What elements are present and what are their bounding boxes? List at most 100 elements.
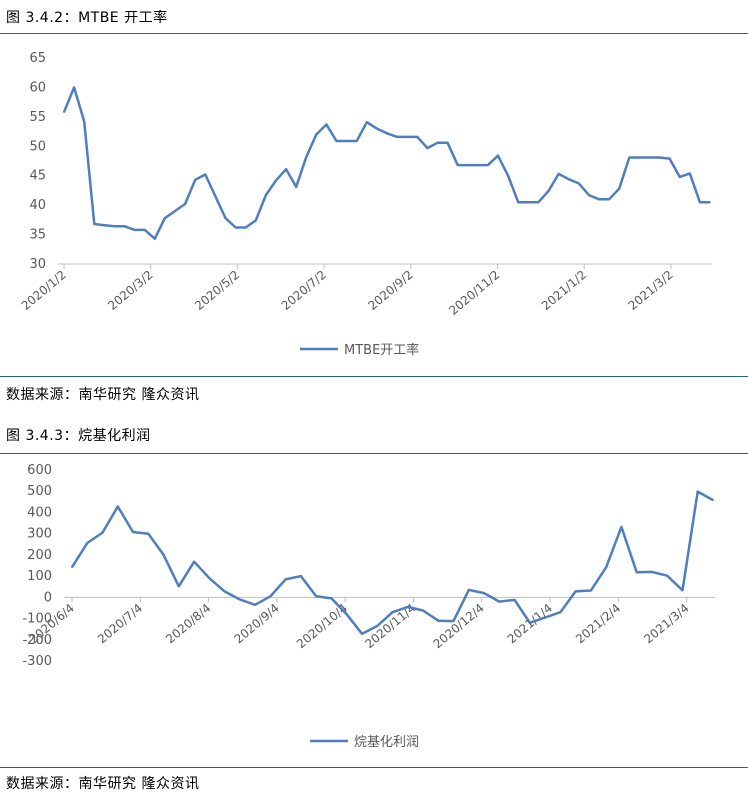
chart2-data-point [330,597,333,600]
chart1-data-point [164,217,166,219]
chart2-data-point [483,592,485,594]
chart1-data-point [658,156,661,159]
chart2-data-point [452,620,455,622]
chart1-data-point [567,178,570,181]
chart1-data-point [477,164,479,166]
fig1-caption: 图 3.4.2：MTBE 开工率 [6,10,168,26]
chart2-data-point [269,595,272,598]
chart1-data-point [386,132,388,135]
chart1-data-point [355,140,358,142]
chart2-data-point [513,599,516,601]
chart1-x-tick-label: 2020/9/2 [365,268,415,313]
chart2-y-tick-label: 200 [27,548,52,563]
chart1-data-point [275,179,277,182]
chart1-data-point [497,154,499,157]
chart1-data-point [406,136,408,138]
fig1-bottom-rule [0,376,748,377]
chart2-x-tick-label: 2020/9/4 [232,601,282,646]
chart1-x-tick-label: 2020/7/2 [279,268,329,313]
chart2-data-point [559,611,562,613]
chart1-y-tick-label: 50 [29,139,46,154]
chart2-data-point [635,571,638,574]
chart2-data-point [284,578,287,581]
chart1-y-tick-label: 60 [29,80,46,95]
chart2-data-point [147,532,150,535]
chart1-data-point [194,179,197,181]
mtbe-operating-rate-chart: 30 35 40 45 50 55 60 65 2020/1/2 2020/3/2 2020/5/2… [19,51,712,358]
chart2-data-point [239,598,241,601]
chart1-data-point [174,210,176,212]
chart1-data-point [709,201,711,203]
chart1-data-point [224,217,227,219]
chart1-data-point [315,133,318,136]
chart1-x-tick-label: 2021/3/2 [626,268,676,313]
chart1-data-point [699,201,701,203]
chart1-data-point [689,172,691,175]
chart1-data-point [466,164,469,166]
chart2-data-point [101,531,104,534]
chart2-data-point [468,589,470,591]
chart1-data-point [143,229,146,231]
chart1-data-point [598,198,600,201]
chart2-data-point [86,542,89,544]
chart1-data-point [588,194,590,196]
chart1-data-point [295,186,297,188]
chart1-data-point [638,156,641,159]
chart2-data-point [605,566,607,568]
chart2-y-tick-label: 500 [27,484,52,499]
chart2-data-point [620,526,623,528]
chart2-x-tick-label: 2020/8/4 [163,601,213,646]
chart1-data-point [305,156,308,158]
chart2-y-tick-label: -200 [22,633,52,648]
chart1-y-tick-label: 30 [29,257,46,272]
chart1-data-point [668,157,671,160]
chart2-data-point [529,622,531,624]
chart1-data-point [335,140,338,142]
chart1-data-point [648,156,651,159]
chart1-x-tick-label: 2020/1/2 [19,268,69,313]
chart1-data-point [557,173,560,175]
chart2-y-tick-label: 300 [27,527,52,542]
chart1-data-point [83,120,85,123]
fig2-top-rule [0,453,748,454]
chart2-data-point [391,611,394,613]
chart1-data-point [204,173,207,176]
chart1-data-point [254,219,257,222]
chart2-data-point [223,590,226,593]
chart2-x-tick-label: 2020/7/4 [95,601,145,646]
chart1-data-point [285,168,287,171]
fig2-caption: 图 3.4.3：烷基化利润 [6,428,151,444]
chart1-legend-label: MTBE开工率 [344,342,419,358]
chart1-data-point [73,86,75,89]
chart1-data-point [456,164,459,166]
chart1-y-tick-label: 65 [29,51,46,66]
chart1-y-tick-label: 55 [29,110,46,125]
chart1-data-point [113,225,116,228]
chart1-data-point [133,229,136,231]
chart1-x-tick-label: 2020/5/2 [192,268,242,313]
chart1-data-point [416,136,419,138]
chart2-y-tick-label: 0 [44,590,52,605]
fig2-source: 数据来源：南华研究 隆众资讯 [6,776,200,792]
chart2-y-tick-label: 600 [27,463,52,478]
chart1-x-tick-label: 2021/1/2 [539,268,589,313]
chart2-data-point [71,566,73,568]
chart2-data-point [696,490,699,493]
chart2-data-point [193,560,195,563]
chart1-data-point [618,187,620,190]
chart1-data-point [345,140,348,142]
chart2-data-point [361,633,363,635]
chart2-data-point [590,589,592,592]
chart2-data-point [666,574,669,577]
chart1-x-tick-label: 2020/11/2 [446,268,502,318]
chart1-data-point [436,141,439,144]
chart1-data-point [426,147,429,149]
chart2-data-point [300,575,302,577]
chart1-data-point [577,182,580,185]
chart2-y-tick-label: 100 [27,569,52,584]
chart1-data-point [628,156,631,159]
chart1-data-point [366,121,368,123]
chart1-data-point [244,226,247,229]
chart1-y-tick-label: 40 [29,198,46,213]
chart2-x-tick-label: 2021/2/4 [573,601,623,646]
